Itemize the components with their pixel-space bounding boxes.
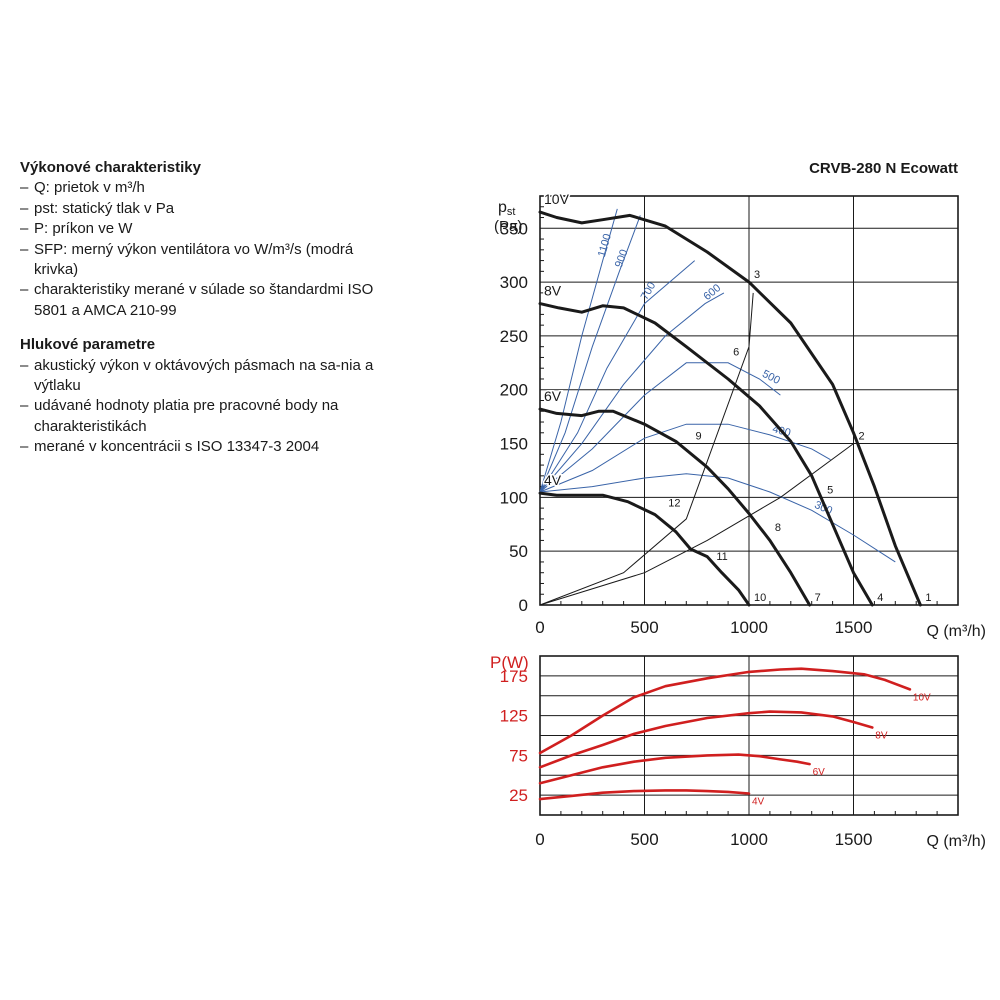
- y-tick-label: 150: [500, 435, 528, 454]
- power-curve-label: 4V: [752, 797, 765, 808]
- x-tick-label: 500: [630, 830, 658, 849]
- list-dash: –: [20, 240, 29, 258]
- x-tick-label: 1500: [835, 618, 873, 637]
- y-tick-label: 250: [500, 327, 528, 346]
- operating-point-label: 3: [754, 269, 760, 281]
- list-item-text: merané v koncentrácii s ISO 13347-3 2004: [34, 438, 320, 456]
- fan-curve-label: 8V: [544, 283, 562, 299]
- x-tick-label: 500: [630, 618, 658, 637]
- power-curve-4v: [538, 789, 751, 801]
- y-tick-label: 25: [509, 786, 528, 805]
- fan-curve-4v: [538, 491, 751, 607]
- list-item-text: charakteristiky merané v súlade so štand…: [34, 281, 374, 319]
- list-item: – pst: statický tlak v Pa: [20, 199, 400, 219]
- y-tick-label: 175: [500, 667, 528, 686]
- section-heading: Hlukové parametre: [20, 336, 156, 354]
- sfp-curve: [539, 215, 641, 493]
- y-tick-label: 100: [500, 488, 528, 507]
- list-item: – Q: prietok v m³/h: [20, 178, 400, 198]
- sfp-curve-label: 900: [613, 248, 631, 269]
- sfp-curve: [539, 423, 831, 493]
- operating-point-label: 7: [815, 592, 821, 604]
- list-dash: –: [20, 397, 29, 415]
- list-item: – charakteristiky merané v súlade so štan…: [20, 280, 400, 321]
- operating-point-label: 6: [733, 347, 739, 359]
- fan-curve-label: 10V: [544, 191, 570, 207]
- sfp-curve-label: 1100: [596, 232, 614, 258]
- list-item-text: P: príkon ve W: [34, 220, 133, 238]
- operating-point-label: 9: [695, 431, 701, 443]
- list-item-text: akustický výkon v oktávových pásmach na …: [34, 356, 374, 395]
- x-tick-label: 1500: [835, 830, 873, 849]
- list-item-text: Q: prietok v m³/h: [34, 179, 145, 197]
- sfp-curve: [539, 208, 618, 493]
- x-tick-label: 1000: [730, 618, 768, 637]
- list-item: – akustický výkon v oktávových pásmach na…: [20, 356, 400, 397]
- sfp-curve-label: 500: [760, 368, 782, 387]
- y-axis-unit: (Pa): [494, 218, 522, 235]
- sfp-curve: [539, 362, 781, 493]
- power-curve-6v: [538, 753, 811, 785]
- x-tick-label: 0: [535, 618, 544, 637]
- sfp-curve: [539, 260, 696, 493]
- list-item: – merané v koncentrácii s ISO 13347-3 200…: [20, 437, 400, 457]
- description-panel: Výkonové charakteristiky – Q: prietok v m³…: [20, 158, 400, 458]
- y-axis-label: pst: [498, 199, 515, 218]
- x-axis-label: Q (m³/h): [926, 623, 986, 640]
- section-heading: Výkonové charakteristiky: [20, 159, 201, 176]
- y-tick-label: 350: [500, 219, 528, 238]
- sfp-curve-label: 600: [701, 282, 723, 303]
- operating-point-label: 2: [859, 431, 865, 443]
- product-title: CRVB-280 N Ecowatt: [809, 160, 958, 177]
- x-tick-label: 1000: [730, 830, 768, 849]
- x-tick-label: 0: [535, 830, 544, 849]
- sfp-curve: [539, 292, 725, 493]
- list-item-text: pst: statický tlak v Pa: [34, 199, 175, 217]
- operating-point-label: 11: [716, 551, 727, 563]
- power-curve-8v: [538, 710, 874, 769]
- operating-point-label: 4: [877, 592, 883, 604]
- fan-curve-label: 4V: [544, 472, 562, 488]
- fan-curve-label: 6V: [544, 388, 562, 404]
- operating-point-label: 10: [754, 592, 766, 604]
- power-curve-label: 10V: [913, 692, 931, 703]
- power-curve-label: 6V: [813, 767, 826, 778]
- system-curve: [539, 443, 854, 606]
- x-axis-label: Q (m³/h): [926, 833, 986, 850]
- list-dash: –: [20, 438, 29, 456]
- sfp-curve: [539, 473, 896, 563]
- power-chart: 25 75 125 175 0 500 1000 1500 P(W) Q (m³/h) 10V 8V 6…: [490, 653, 986, 850]
- list-dash: –: [20, 281, 29, 299]
- list-item: – P: príkon ve W: [20, 219, 400, 239]
- operating-point-label: 5: [827, 484, 833, 496]
- y-tick-label: 75: [509, 746, 528, 765]
- list-dash: –: [20, 199, 29, 217]
- y-tick-label: 300: [500, 273, 528, 292]
- list-item-text: udávané hodnoty platia pre pracovné body…: [34, 397, 339, 435]
- y-axis-label: P(W): [490, 653, 529, 672]
- operating-point-label: 8: [775, 522, 781, 534]
- list-dash: –: [20, 179, 29, 197]
- fan-curve-6v: [538, 407, 812, 607]
- sfp-curve-label: 700: [639, 280, 659, 302]
- y-tick-label: 50: [509, 542, 528, 561]
- y-tick-label: 125: [500, 707, 528, 726]
- power-curve-label: 8V: [875, 731, 888, 742]
- system-curve: [539, 292, 754, 606]
- list-item: – SFP: merný výkon ventilátora vo W/m³/s …: [20, 240, 400, 281]
- fan-curve-8v: [538, 302, 874, 607]
- list-item-text: SFP: merný výkon ventilátora vo W/m³/s (…: [34, 240, 354, 279]
- y-tick-label: 200: [500, 381, 528, 400]
- fan-curve-10v: [538, 210, 922, 607]
- list-item: – udávané hodnoty platia pre pracovné bod…: [20, 396, 400, 437]
- y-tick-label: 0: [519, 596, 528, 615]
- list-dash: –: [20, 356, 29, 374]
- operating-point-label: 1: [925, 592, 931, 604]
- power-curve-10v: [538, 667, 912, 755]
- list-dash: –: [20, 220, 29, 238]
- operating-point-label: 12: [668, 497, 680, 509]
